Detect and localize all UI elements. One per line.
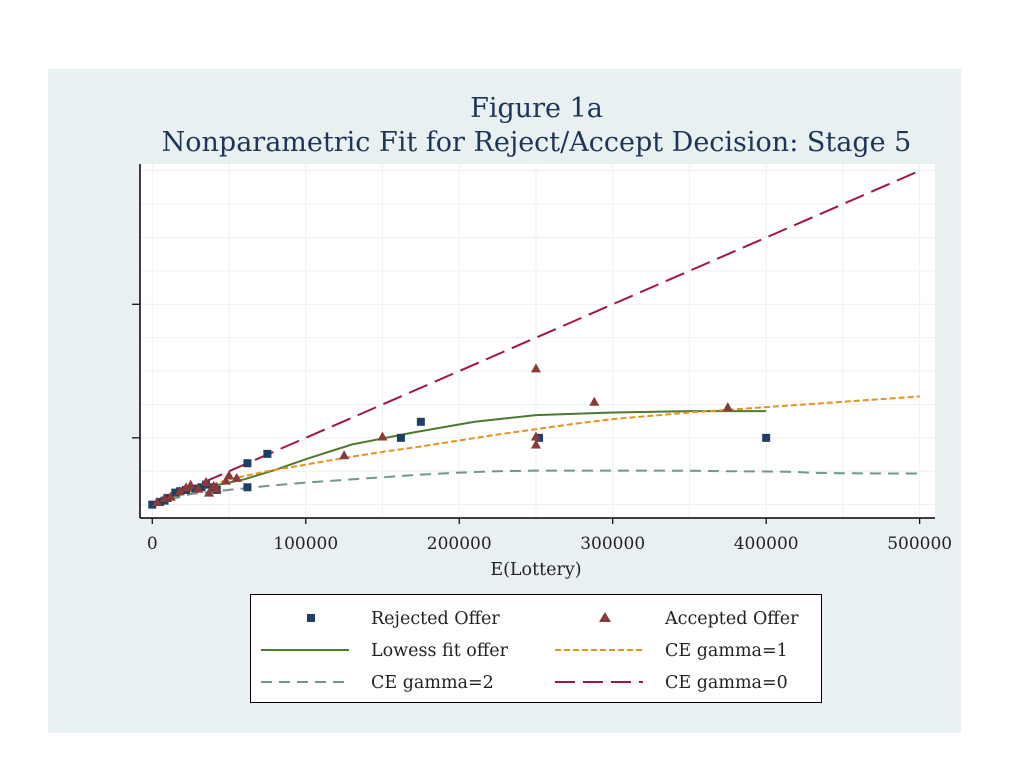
accepted-offer-point <box>231 472 242 482</box>
x-tick-label: 300000 <box>580 534 645 554</box>
rejected-offer-point <box>396 433 405 442</box>
rejected-offer-point <box>263 449 272 458</box>
accepted-offer-point <box>220 475 231 485</box>
legend-label: Rejected Offer <box>371 609 500 629</box>
rejected-offer-point <box>197 483 206 492</box>
accepted-offer-point <box>377 431 388 441</box>
accepted-offer-point <box>722 402 733 412</box>
accepted-offer-point <box>211 483 222 493</box>
rejected-offer-point <box>155 497 164 506</box>
plot-area <box>140 164 935 518</box>
legend-symbol-square <box>307 614 315 622</box>
accepted-offer-point <box>193 483 204 493</box>
accepted-offer-point <box>530 431 541 441</box>
rejected-offer-point <box>243 483 252 492</box>
rejected-offer-point <box>191 484 200 493</box>
legend-symbol-triangle <box>599 612 611 622</box>
accepted-offer-point <box>181 482 192 492</box>
rejected-offer-point <box>171 488 180 497</box>
accepted-offer-point <box>530 363 541 373</box>
x-tick-label: 400000 <box>734 534 799 554</box>
x-axis-label: E(Lottery) <box>490 560 581 580</box>
legend-label: CE gamma=1 <box>665 641 788 661</box>
accepted-offer-point <box>185 479 196 489</box>
series-line-ce-gamma-2 <box>152 469 920 506</box>
legend-item-ce-gamma-2: CE gamma=2 <box>261 667 551 697</box>
x-tick-label: 500000 <box>887 534 952 554</box>
accepted-offer-point <box>151 496 162 506</box>
legend: Rejected Offer Accepted Offer Lowess fit… <box>250 594 822 703</box>
legend-item-lowess-fit: Lowess fit offer <box>261 635 551 665</box>
legend-symbol-medium-dash <box>261 681 349 683</box>
accepted-offer-point <box>530 439 541 449</box>
rejected-offer-point <box>762 433 771 442</box>
series-points <box>148 363 771 509</box>
accepted-offer-point <box>339 450 350 460</box>
legend-label: Accepted Offer <box>665 609 799 629</box>
accepted-offer-point <box>589 396 600 406</box>
legend-item-ce-gamma-1: CE gamma=1 <box>555 635 845 665</box>
legend-symbol-solid-line <box>261 649 349 651</box>
x-tick-label: 100000 <box>273 534 338 554</box>
axes: 0 100000 200000 300000 400000 500000 E(Lottery… <box>132 164 952 580</box>
legend-item-rejected-offer: Rejected Offer <box>261 603 551 633</box>
legend-item-accepted-offer: Accepted Offer <box>555 603 845 633</box>
rejected-offer-point <box>416 417 425 426</box>
legend-label: CE gamma=2 <box>371 673 494 693</box>
chart-title: Figure 1a <box>470 93 603 124</box>
accepted-offer-point <box>204 487 215 497</box>
rejected-offer-point <box>148 500 157 509</box>
legend-label: Lowess fit offer <box>371 641 508 661</box>
legend-symbol-long-dash <box>555 681 643 683</box>
chart-subtitle: Nonparametric Fit for Reject/Accept Deci… <box>161 127 912 158</box>
legend-symbol-short-dash <box>555 649 643 651</box>
accepted-offer-point <box>224 470 235 480</box>
legend-item-ce-gamma-0: CE gamma=0 <box>555 667 845 697</box>
legend-label: CE gamma=0 <box>665 673 788 693</box>
x-tick-label: 200000 <box>427 534 492 554</box>
series-line-ce-gamma-1 <box>151 395 920 506</box>
accepted-offer-point <box>200 476 211 486</box>
x-tick-label: 0 <box>147 534 158 554</box>
rejected-offer-point <box>243 459 252 468</box>
accepted-offer-point <box>174 486 185 496</box>
accepted-offer-point <box>165 491 176 501</box>
